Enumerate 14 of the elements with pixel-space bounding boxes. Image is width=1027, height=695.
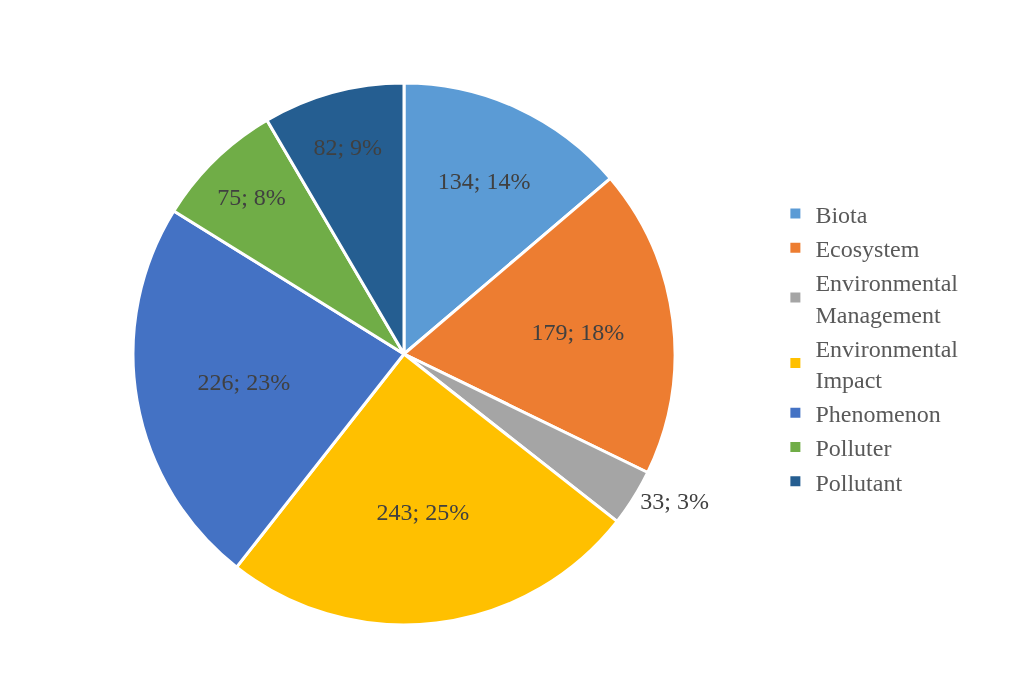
data-label: 134; 14% xyxy=(437,167,531,194)
legend-label: Polluter xyxy=(815,435,892,462)
data-label: 179; 18% xyxy=(531,318,625,345)
data-label: 243; 25% xyxy=(376,498,470,525)
legend-label: Environmental Management xyxy=(815,270,959,328)
data-label: 82; 9% xyxy=(313,133,383,160)
legend-label: Pollutant xyxy=(815,469,903,496)
legend-label: Biota xyxy=(815,201,868,228)
data-label: 226; 23% xyxy=(197,369,291,396)
data-label: 75; 8% xyxy=(217,184,286,211)
data-label: 33; 3% xyxy=(640,488,709,515)
legend-label: Environmental Impact xyxy=(815,335,959,393)
legend-label: Ecosystem xyxy=(815,236,920,263)
legend-label: Phenomenon xyxy=(815,401,941,428)
